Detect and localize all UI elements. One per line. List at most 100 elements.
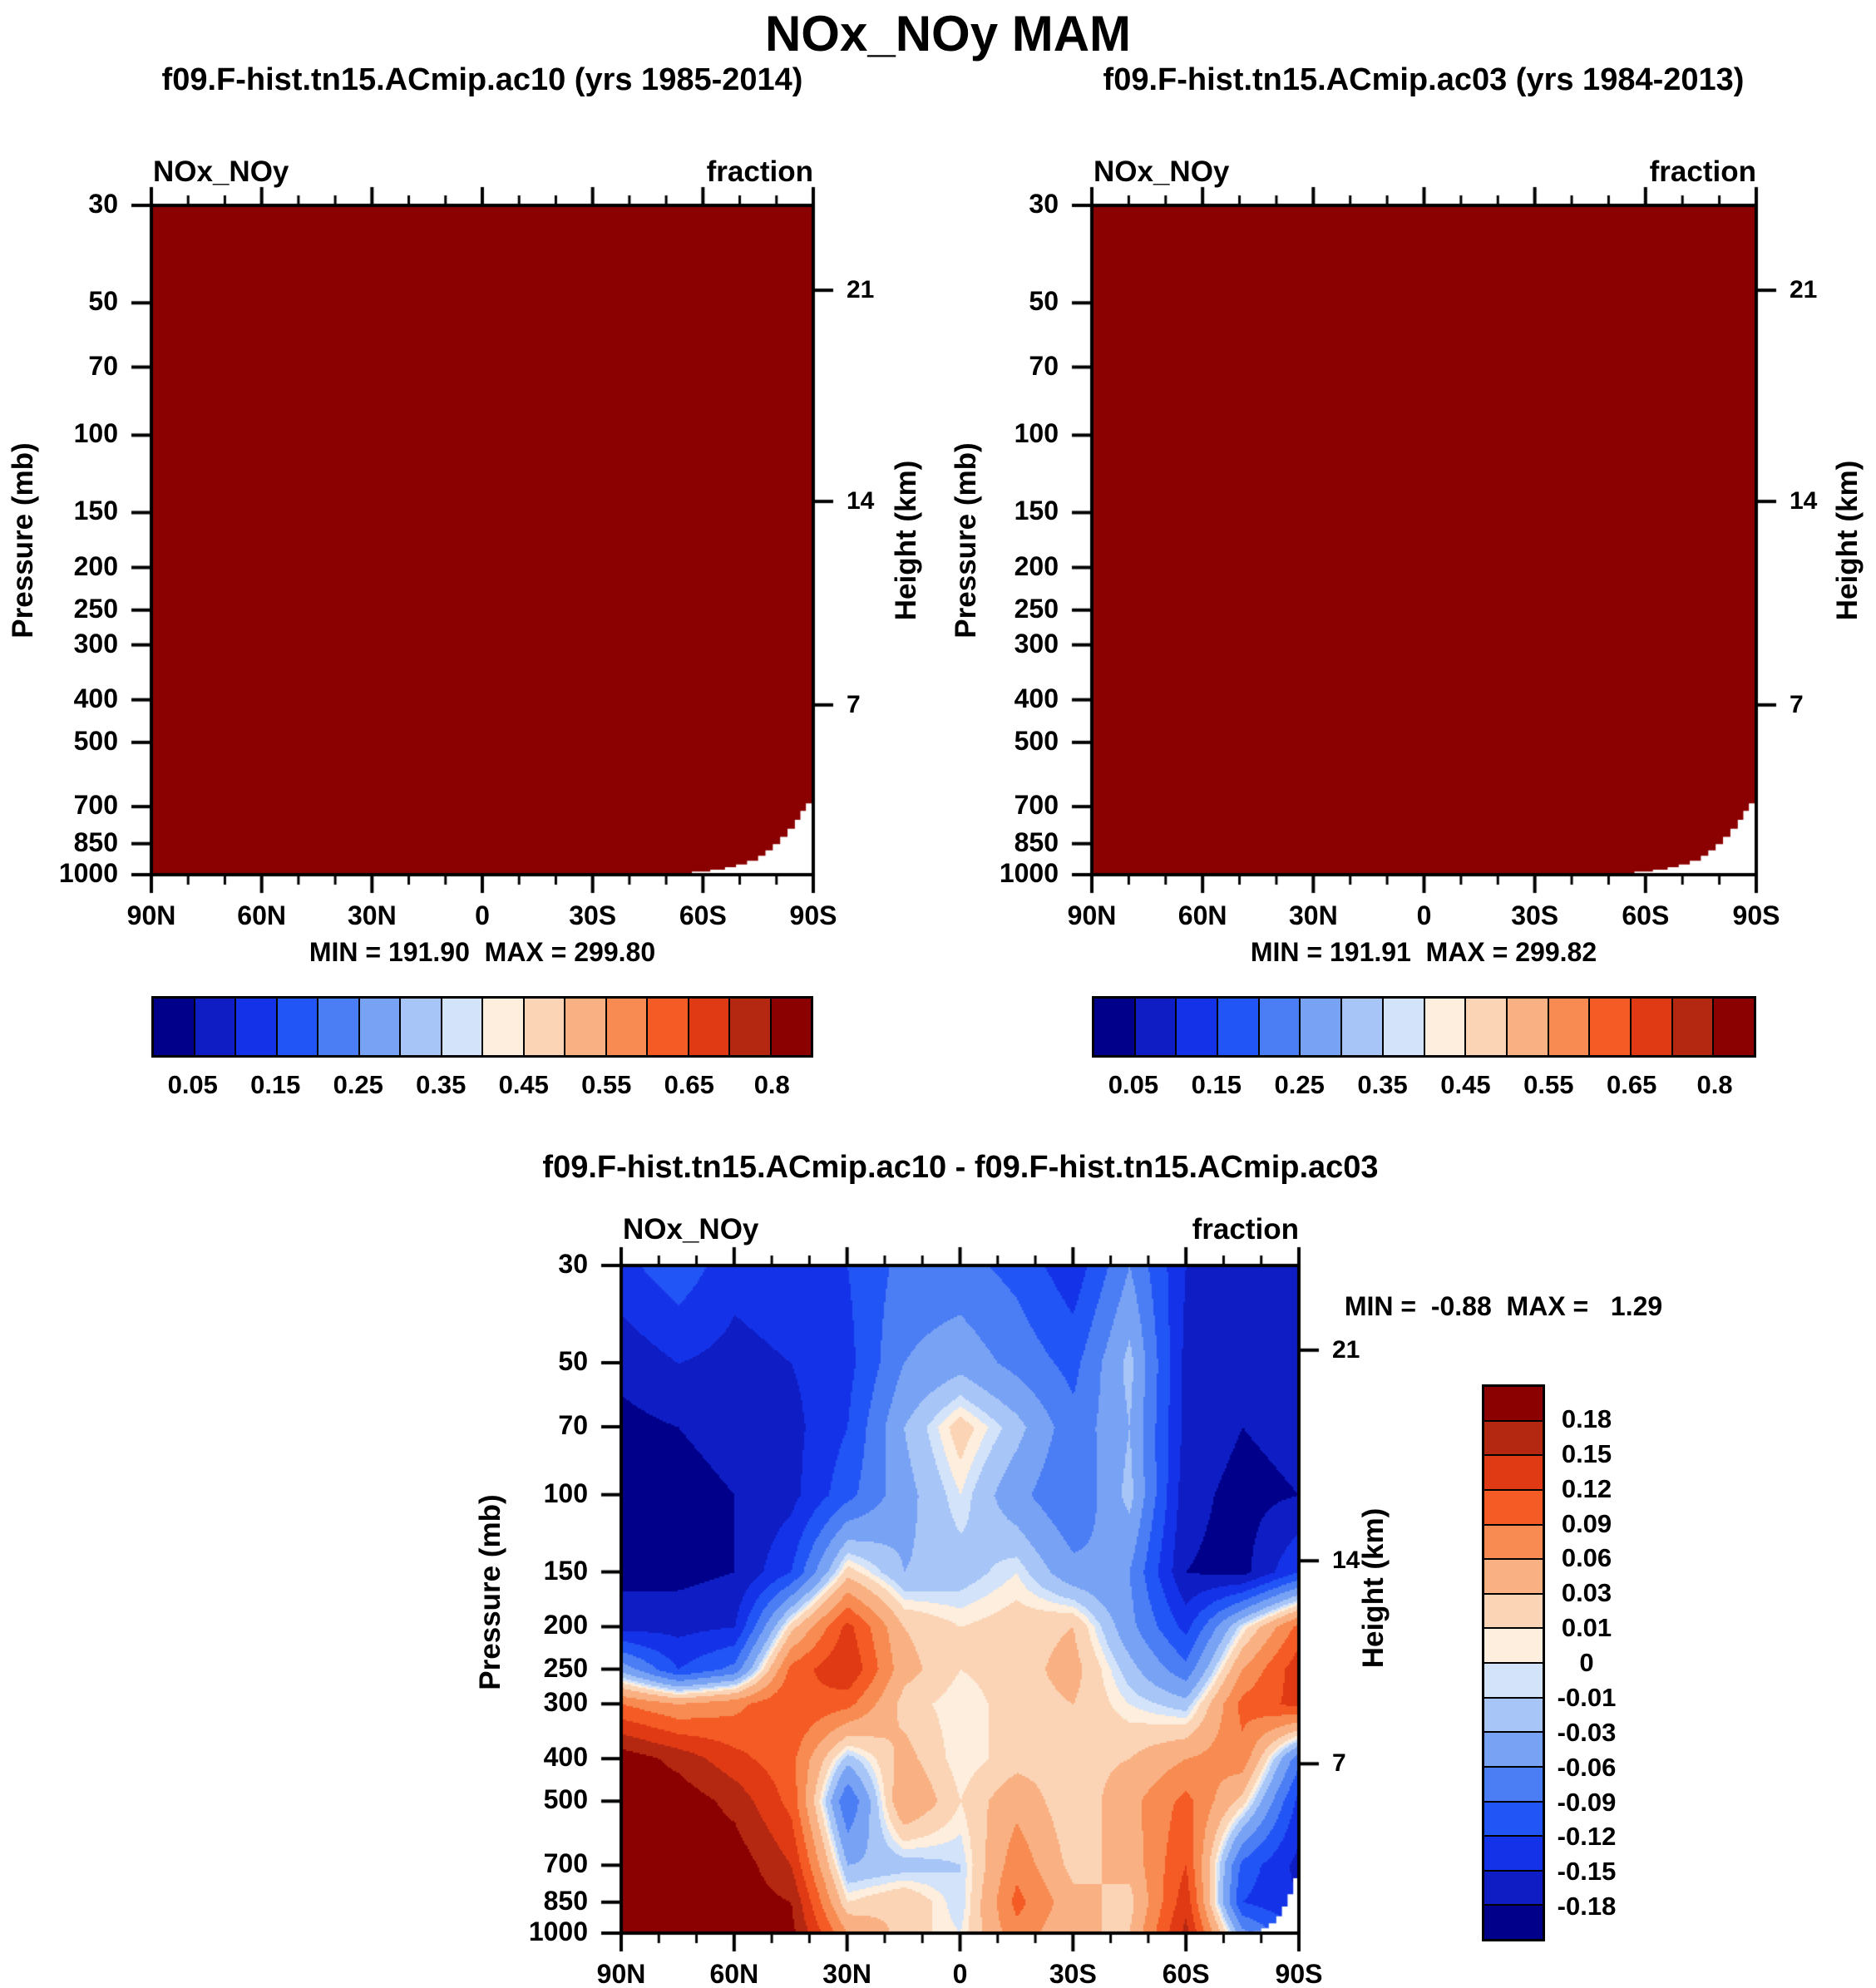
pressure-tick-label: 200 bbox=[1014, 550, 1059, 581]
lat-tick-label: 90N bbox=[596, 1959, 646, 1988]
colorbar-segment bbox=[1175, 999, 1217, 1055]
pressure-tick-label: 500 bbox=[73, 725, 118, 756]
pressure-tick-label: 250 bbox=[543, 1652, 588, 1683]
pressure-tick-label: 1000 bbox=[999, 858, 1059, 888]
pressure-tick-label: 150 bbox=[1014, 496, 1059, 526]
colorbar-segment bbox=[1464, 999, 1506, 1055]
colorbar-segment bbox=[1484, 1627, 1543, 1662]
colorbar-segment bbox=[728, 999, 770, 1055]
colorbar-tick-label: -0.06 bbox=[1557, 1752, 1617, 1782]
lat-tick-label: 30N bbox=[1288, 900, 1338, 930]
pressure-tick-label: 400 bbox=[543, 1742, 588, 1773]
pressure-tick-label: 200 bbox=[543, 1610, 588, 1640]
colorbar-tick-label: 0.25 bbox=[333, 1070, 383, 1099]
colorbar-segment bbox=[1484, 1662, 1543, 1697]
colorbar-tick-label: 0.03 bbox=[1561, 1578, 1612, 1608]
lat-tick-label: 90N bbox=[126, 900, 176, 930]
pressure-tick-label: 70 bbox=[88, 350, 118, 381]
colorbar-tick-label: 0.35 bbox=[416, 1070, 467, 1099]
pressure-tick-label: 700 bbox=[1014, 790, 1059, 821]
colorbar-segment bbox=[1588, 999, 1630, 1055]
colorbar-segment bbox=[358, 999, 399, 1055]
lat-tick-label: 60S bbox=[679, 900, 727, 930]
colorbar-segment bbox=[1484, 1765, 1543, 1801]
lat-tick-label: 30S bbox=[1049, 1959, 1097, 1988]
pressure-tick-label: 250 bbox=[73, 593, 118, 624]
panel-ac03-minmax: MIN = 191.91 MAX = 299.82 bbox=[1250, 937, 1597, 967]
colorbar-segment bbox=[1712, 999, 1754, 1055]
pressure-tick-label: 100 bbox=[73, 418, 118, 449]
colorbar-segment bbox=[1299, 999, 1341, 1055]
pressure-tick-label: 1000 bbox=[58, 858, 118, 888]
colorbar-segment bbox=[769, 999, 811, 1055]
lat-tick-label: 90S bbox=[1275, 1959, 1323, 1988]
colorbar-tick-label: 0.8 bbox=[1696, 1070, 1733, 1099]
panel-diff-title: f09.F-hist.tn15.ACmip.ac10 - f09.F-hist.… bbox=[542, 1150, 1379, 1185]
colorbar-segment bbox=[317, 999, 358, 1055]
pressure-tick-label: 30 bbox=[88, 189, 118, 219]
colorbar-segment bbox=[440, 999, 481, 1055]
colorbar-segment bbox=[481, 999, 523, 1055]
colorbar-segment bbox=[1484, 1800, 1543, 1836]
pressure-tick-label: 850 bbox=[1014, 826, 1059, 857]
lat-tick-label: 90S bbox=[1732, 900, 1780, 930]
colorbar-tick-label: 0.35 bbox=[1357, 1070, 1408, 1099]
colorbar-tick-label: -0.09 bbox=[1557, 1787, 1617, 1817]
colorbar-segment bbox=[1217, 999, 1258, 1055]
colorbar-tick-label: 0.12 bbox=[1561, 1473, 1612, 1503]
colorbar-tick-label: -0.03 bbox=[1557, 1717, 1617, 1747]
pressure-tick-label: 70 bbox=[558, 1410, 588, 1441]
colorbar-tick-label: 0.15 bbox=[1561, 1438, 1612, 1468]
colorbar-segment bbox=[1505, 999, 1548, 1055]
colorbar-tick-label: 0.01 bbox=[1561, 1613, 1612, 1643]
pressure-tick-label: 500 bbox=[543, 1784, 588, 1815]
colorbar-tick-label: 0.55 bbox=[1523, 1070, 1574, 1099]
colorbar-ac03 bbox=[1092, 996, 1756, 1058]
colorbar-segment bbox=[687, 999, 728, 1055]
colorbar-segment bbox=[1484, 1904, 1543, 1939]
pressure-tick-label: 700 bbox=[543, 1848, 588, 1879]
lat-tick-label: 0 bbox=[475, 900, 490, 930]
lat-tick-label: 90S bbox=[789, 900, 837, 930]
colorbar-segment bbox=[1484, 1523, 1543, 1559]
panel-ac10-plot-canvas bbox=[116, 170, 848, 910]
height-tick-label: 14 bbox=[847, 487, 875, 515]
colorbar-segment bbox=[234, 999, 276, 1055]
pressure-tick-label: 300 bbox=[73, 628, 118, 659]
colorbar-tick-label: 0.15 bbox=[1191, 1070, 1242, 1099]
colorbar-segment bbox=[193, 999, 234, 1055]
colorbar-segment bbox=[646, 999, 688, 1055]
colorbar-segment bbox=[605, 999, 646, 1055]
panel-ac03-title: f09.F-hist.tn15.ACmip.ac03 (yrs 1984-201… bbox=[1103, 62, 1745, 97]
colorbar-tick-label: -0.01 bbox=[1557, 1682, 1617, 1712]
colorbar-tick-label: 0 bbox=[1579, 1648, 1594, 1677]
pressure-tick-label: 1000 bbox=[528, 1916, 588, 1946]
pressure-tick-label: 400 bbox=[1014, 683, 1059, 713]
colorbar-segment bbox=[1629, 999, 1671, 1055]
pressure-tick-label: 700 bbox=[73, 790, 118, 821]
colorbar-tick-label: -0.18 bbox=[1557, 1892, 1617, 1921]
colorbar-tick-label: 0.25 bbox=[1274, 1070, 1325, 1099]
pressure-tick-label: 300 bbox=[543, 1687, 588, 1718]
lat-tick-label: 30N bbox=[347, 900, 397, 930]
colorbar-tick-label: 0.55 bbox=[581, 1070, 632, 1099]
colorbar-segment bbox=[1671, 999, 1713, 1055]
height-axis-title-diff: Height (km) bbox=[1357, 1507, 1390, 1669]
colorbar-segment bbox=[1484, 1835, 1543, 1870]
pressure-tick-label: 400 bbox=[73, 683, 118, 713]
colorbar-tick-label: 0.15 bbox=[250, 1070, 301, 1099]
colorbar-segment bbox=[1484, 1488, 1543, 1524]
lat-tick-label: 60S bbox=[1162, 1959, 1210, 1988]
colorbar-tick-label: -0.12 bbox=[1557, 1822, 1617, 1852]
colorbar-tick-label: 0.45 bbox=[498, 1070, 549, 1099]
colorbar-tick-label: 0.05 bbox=[167, 1070, 218, 1099]
colorbar-tick-label: 0.05 bbox=[1108, 1070, 1159, 1099]
lat-tick-label: 60N bbox=[1177, 900, 1227, 930]
pressure-tick-label: 50 bbox=[88, 286, 118, 317]
colorbar-segment bbox=[275, 999, 317, 1055]
colorbar-segment bbox=[1423, 999, 1465, 1055]
pressure-tick-label: 100 bbox=[1014, 418, 1059, 449]
colorbar-tick-label: 0.06 bbox=[1561, 1543, 1612, 1573]
height-tick-label: 7 bbox=[847, 690, 861, 718]
